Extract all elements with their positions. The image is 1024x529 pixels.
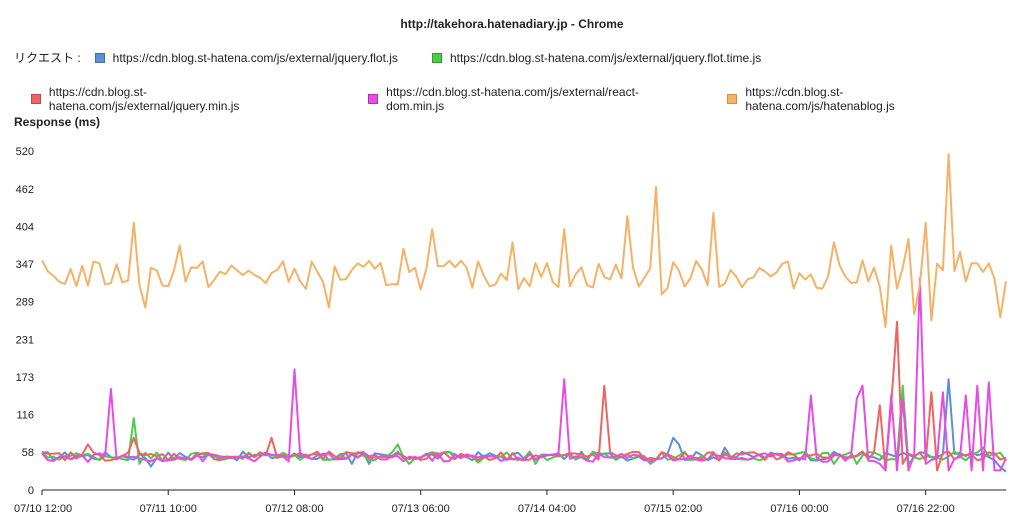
legend-row-2: https://cdn.blog.st-hatena.com/js/extern… [31, 85, 1024, 113]
series-line-4 [41, 153, 1007, 328]
y-tick-label: 173 [16, 372, 34, 384]
x-axis: 07/10 12:00 07/11 10:00 07/12 08:00 07/13 0… [14, 489, 1006, 515]
x-tick-label: 07/10 12:00 [14, 503, 72, 515]
legend-swatch [727, 94, 738, 104]
series-line-3 [41, 277, 1007, 472]
x-tick-label: 07/11 10:00 [140, 503, 197, 515]
series-line-1 [41, 384, 1007, 465]
y-tick-label: 289 [16, 297, 34, 309]
legend-text: https://cdn.blog.st-hatena.com/js/hatena… [745, 85, 895, 113]
chart-title: http://takehora.hatenadiary.jp - Chrome [400, 17, 624, 31]
legend-text: https://cdn.blog.st-hatena.com/js/extern… [449, 50, 762, 65]
y-tick-label: 347 [16, 259, 34, 271]
x-tick-label: 07/16 00:00 [770, 503, 828, 515]
y-tick-label: 116 [16, 409, 34, 421]
legend-swatch [31, 94, 41, 104]
x-tick-label: 07/15 02:00 [644, 503, 702, 515]
legend-text: https://cdn.blog.st-hatena.com/js/extern… [48, 85, 240, 113]
legend-swatch [94, 52, 105, 63]
legend-item-hatenablog[interactable]: https://cdn.blog.st-hatena.com/js/hatena… [727, 85, 990, 113]
x-tick-label: 07/14 04:00 [518, 503, 576, 515]
y-tick-label: 58 [22, 447, 34, 459]
legend-label: リクエスト : [14, 51, 81, 65]
y-tick-label: 0 [28, 485, 34, 497]
series-lines [41, 153, 1007, 473]
legend-text: https://cdn.blog.st-hatena.com/js/extern… [112, 50, 398, 65]
legend-item-react-dom[interactable]: https://cdn.blog.st-hatena.com/js/extern… [368, 85, 693, 113]
x-tick-label: 07/12 08:00 [265, 503, 323, 515]
legend-item-jquery-flot[interactable]: https://cdn.blog.st-hatena.com/js/extern… [94, 50, 398, 65]
y-axis-label: Response (ms) [14, 115, 101, 129]
legend-swatch [368, 94, 379, 104]
y-tick-label: 231 [16, 334, 34, 346]
x-tick-label: 07/16 22:00 [897, 503, 955, 515]
legend-item-jquery-flot-time[interactable]: https://cdn.blog.st-hatena.com/js/extern… [431, 50, 762, 65]
legend-swatch [431, 52, 442, 63]
series-line-2 [41, 320, 1007, 472]
y-tick-label: 462 [16, 184, 34, 196]
y-tick-label: 404 [16, 222, 34, 234]
legend-item-jquery-min[interactable]: https://cdn.blog.st-hatena.com/js/extern… [31, 85, 334, 113]
legend-text: https://cdn.blog.st-hatena.com/js/extern… [386, 85, 639, 113]
y-tick-label: 520 [16, 146, 34, 158]
y-axis: 0 58 116 173 231 289 347 404 462 520 [16, 146, 34, 497]
x-tick-label: 07/13 06:00 [392, 503, 450, 515]
legend-row-1: リクエスト : https://cdn.blog.st-hatena.com/j… [14, 49, 795, 66]
